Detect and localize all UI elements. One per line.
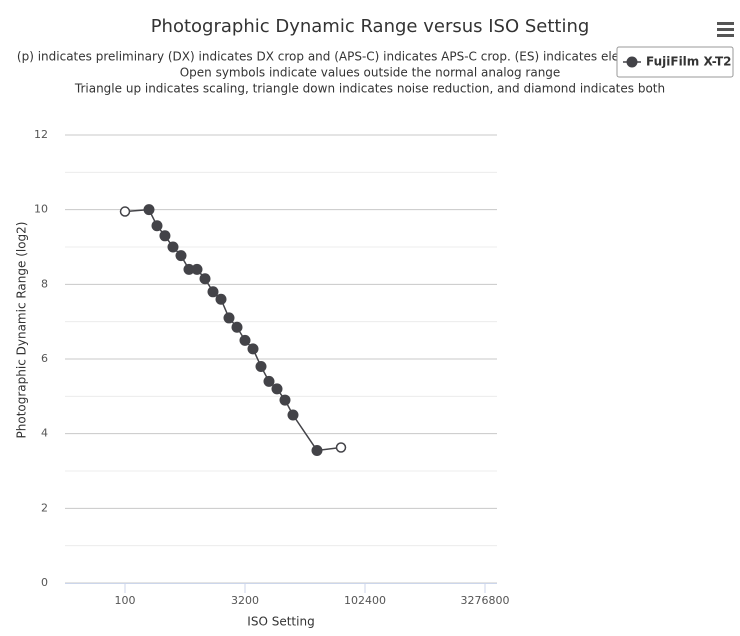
legend: FujiFilm X-T2: [616, 46, 734, 78]
x-tick-label: 3276800: [461, 594, 510, 607]
y-tick-label: 6: [41, 352, 48, 365]
data-point: [207, 286, 219, 298]
chart-title: Photographic Dynamic Range versus ISO Se…: [151, 16, 590, 37]
subtitle: Triangle up indicates scaling, triangle …: [74, 82, 665, 96]
x-tick-label: 102400: [344, 594, 386, 607]
subtitle: (p) indicates preliminary (DX) indicates…: [17, 50, 619, 64]
x-tick-label: 100: [114, 594, 135, 607]
y-tick-label: 10: [34, 203, 48, 216]
data-point: [143, 204, 155, 216]
legend-label[interactable]: FujiFilm X-T2: [646, 55, 732, 69]
data-point: [199, 273, 211, 285]
y-axis-label: Photographic Dynamic Range (log2): [15, 222, 29, 439]
y-tick-label: 0: [41, 576, 48, 589]
data-point: [287, 409, 299, 421]
data-point: [183, 263, 195, 275]
data-point: [215, 293, 227, 305]
data-point: [335, 442, 347, 453]
data-point: [271, 383, 283, 395]
x-axis-label: ISO Setting: [247, 615, 314, 629]
x-tick-label: 3200: [231, 594, 259, 607]
menu-button[interactable]: [712, 16, 738, 40]
legend-box: [616, 46, 734, 78]
data-point: [311, 444, 323, 456]
y-tick-label: 12: [34, 128, 48, 141]
data-point: [119, 206, 131, 217]
data-point: [159, 230, 171, 242]
data-point: [151, 220, 163, 232]
data-point: [175, 250, 187, 262]
data-point: [191, 263, 203, 275]
data-point: [263, 375, 275, 387]
legend-marker: [626, 56, 638, 68]
data-point: [231, 321, 243, 333]
data-point: [167, 241, 179, 253]
y-tick-label: 4: [41, 427, 48, 440]
subtitle: Open symbols indicate values outside the…: [180, 66, 561, 80]
data-point: [247, 343, 259, 355]
data-point: [239, 334, 251, 346]
data-point: [223, 312, 235, 324]
data-point: [279, 394, 291, 406]
y-tick-label: 2: [41, 501, 48, 514]
series-line: [124, 208, 342, 452]
y-tick-label: 8: [41, 277, 48, 290]
data-point: [255, 360, 267, 372]
